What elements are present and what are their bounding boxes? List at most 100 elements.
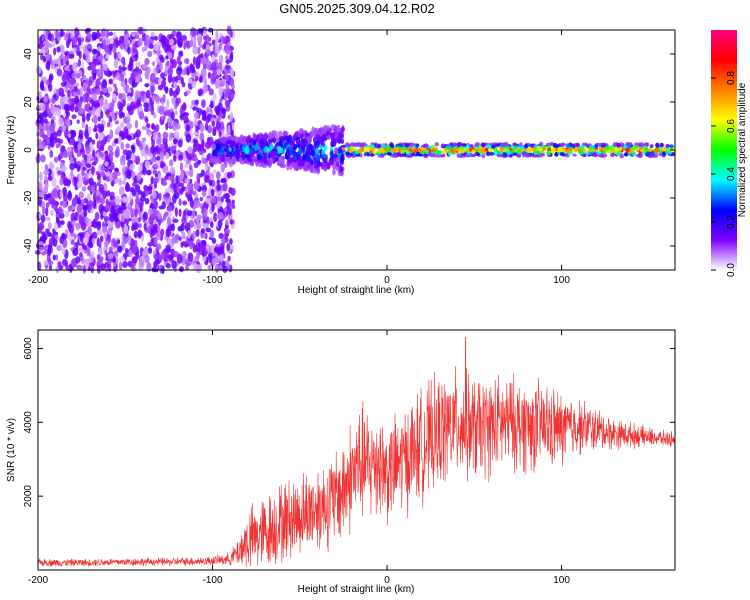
heatmap-cell	[124, 29, 128, 36]
heatmap-cell	[173, 81, 178, 90]
heatmap-cell	[183, 114, 189, 122]
heatmap-cell	[639, 148, 645, 153]
heatmap-cell	[131, 171, 136, 178]
heatmap-cell	[66, 39, 70, 49]
heatmap-cell	[87, 136, 93, 143]
heatmap-cell	[165, 122, 169, 131]
heatmap-cell	[49, 196, 56, 205]
heatmap-cell	[118, 261, 123, 271]
heatmap-cell	[70, 30, 74, 39]
heatmap-cell	[123, 84, 129, 92]
heatmap-cell	[387, 152, 392, 156]
heatmap-cell	[47, 248, 52, 257]
heatmap-cell	[158, 105, 165, 115]
heatmap-cell	[150, 110, 155, 116]
heatmap-cell	[82, 204, 88, 211]
snr-ticks: -200 -100 0 100 2000 4000 6000	[23, 330, 675, 586]
y-tick-label: 4000	[23, 411, 34, 434]
heatmap-cell	[107, 253, 114, 259]
heatmap-cell	[185, 265, 189, 271]
heatmap-cell	[138, 27, 143, 35]
heatmap-cell	[260, 156, 265, 163]
heatmap-cell	[72, 220, 77, 227]
heatmap-cell	[39, 54, 44, 61]
heatmap-cell	[84, 49, 90, 57]
heatmap-cell	[197, 37, 202, 42]
heatmap-cell	[207, 125, 213, 134]
heatmap-cell	[182, 200, 188, 206]
heatmap-cell	[434, 142, 440, 147]
heatmap-cell	[211, 257, 217, 266]
heatmap-cell	[117, 52, 122, 60]
heatmap-cell	[546, 148, 551, 152]
heatmap-cell	[102, 211, 107, 217]
heatmap-cell	[377, 148, 382, 153]
heatmap-cell	[286, 158, 291, 167]
heatmap-cell	[170, 145, 177, 150]
heatmap-cell	[341, 146, 346, 151]
heatmap-cell	[221, 108, 227, 115]
heatmap-cell	[40, 116, 45, 126]
heatmap-cell	[80, 198, 85, 205]
heatmap-cell	[125, 154, 130, 161]
heatmap-cell	[521, 151, 527, 155]
heatmap-cell	[180, 171, 184, 180]
heatmap-cell	[48, 75, 53, 84]
heatmap-cell	[650, 144, 654, 149]
heatmap-cell	[68, 190, 72, 199]
heatmap-cell	[209, 172, 215, 182]
heatmap-cell	[289, 156, 294, 163]
heatmap-cell	[81, 168, 85, 177]
heatmap-cell	[157, 212, 162, 220]
colorbar-tick-label: 0.6	[726, 119, 737, 133]
heatmap-cell	[218, 130, 222, 138]
heatmap-cell	[86, 259, 90, 268]
heatmap-cell	[173, 130, 180, 138]
heatmap-cell	[108, 246, 113, 253]
heatmap-cell	[97, 195, 101, 202]
heatmap-cell	[232, 151, 236, 156]
heatmap-cell	[654, 153, 659, 158]
heatmap-cell	[234, 144, 240, 149]
heatmap-cell	[182, 151, 187, 162]
heatmap-cell	[243, 135, 247, 143]
heatmap-cell	[356, 142, 362, 147]
heatmap-cell	[150, 237, 154, 245]
heatmap-cell	[64, 34, 69, 42]
heatmap-cell	[185, 258, 190, 267]
heatmap-cell	[137, 37, 143, 47]
heatmap-cell	[200, 240, 207, 245]
heatmap-cell	[44, 83, 48, 93]
heatmap-cell	[45, 216, 51, 222]
heatmap-cell	[131, 32, 136, 38]
heatmap-cell	[96, 264, 101, 274]
heatmap-cell	[211, 60, 217, 71]
heatmap-cell	[118, 177, 123, 186]
heatmap-cell	[100, 263, 106, 271]
heatmap-cell	[645, 151, 651, 157]
heatmap-cell	[253, 133, 257, 141]
heatmap-cell	[77, 37, 82, 47]
heatmap-cell	[73, 233, 77, 240]
heatmap-cell	[193, 111, 200, 120]
heatmap-cell	[167, 117, 172, 124]
heatmap-cell	[540, 145, 545, 149]
heatmap-cell	[229, 78, 234, 86]
heatmap-cell	[170, 173, 175, 183]
heatmap-cell	[195, 264, 202, 274]
y-tick-label: -20	[23, 190, 34, 205]
heatmap-cell	[154, 94, 161, 103]
heatmap-cell	[82, 244, 88, 251]
heatmap-cell	[137, 229, 142, 239]
heatmap-cell	[175, 98, 180, 107]
heatmap-cell	[56, 244, 62, 252]
heatmap-cell	[225, 198, 231, 203]
heatmap-cell	[95, 88, 101, 95]
heatmap-cell	[151, 95, 156, 102]
heatmap-cell	[325, 127, 329, 132]
heatmap-cell	[655, 142, 659, 148]
heatmap-cell	[179, 162, 184, 172]
heatmap-cell	[145, 117, 149, 124]
heatmap-cell	[270, 150, 276, 157]
heatmap-cell	[137, 216, 142, 222]
